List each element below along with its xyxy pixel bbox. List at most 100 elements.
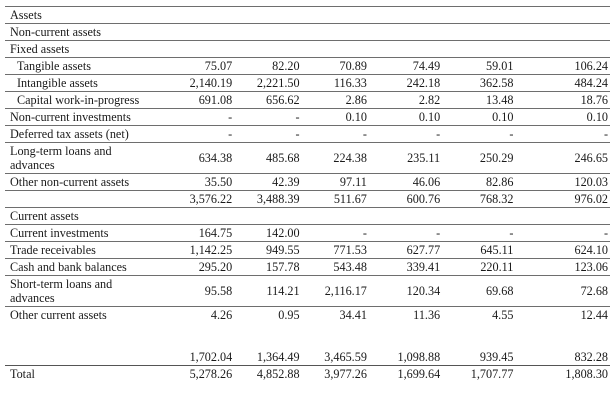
cell: 832.28 [574,350,608,364]
cell: 543.48 [301,258,369,276]
cell: 4.55 [442,306,516,323]
cell: 59.01 [442,57,516,75]
cell: 120.34 [368,275,443,307]
cell: 600.76 [368,190,443,208]
row-short-term-loans: Short-term loans and advances 95.58 114.… [5,275,610,307]
cell: 116.33 [301,74,369,92]
cell: 295.20 [160,258,235,276]
cell: 1,702.04 [189,350,233,364]
cell: 82.20 [234,57,302,75]
row-tangible-assets: Tangible assets 75.07 82.20 70.89 74.49 … [5,57,610,75]
cell: - [442,224,516,242]
row-label: Total [5,365,161,382]
cell: 224.38 [301,142,369,174]
cell: 34.41 [301,306,369,323]
cell: 2.86 [301,91,369,109]
cell: 949.55 [234,241,302,259]
cell [234,23,302,41]
cell: 656.62 [234,91,302,109]
cell [442,207,516,225]
cell [515,23,610,41]
cell: 1,142.25 [160,241,235,259]
cell: 220.11 [442,258,516,276]
row-label: Assets [5,6,161,24]
cell: 70.89 [301,57,369,75]
cell: 13.48 [442,91,516,109]
cell: 976.02 [515,190,610,208]
row-label [5,190,161,208]
row-label: Tangible assets [5,57,161,75]
cell: 4,852.88 [234,365,302,382]
cell: 42.39 [234,173,302,191]
cell: 95.58 [160,275,235,307]
row-label: Other non-current assets [5,173,161,191]
cell: 2.82 [368,91,443,109]
cell [301,23,369,41]
cell: 18.76 [515,91,610,109]
row-label: Short-term loans and advances [5,275,161,307]
row-label: Long-term loans and advances [5,142,161,174]
cell: 484.24 [515,74,610,92]
cell: 1,098.88 [397,350,441,364]
cell [368,207,443,225]
row-intangible-assets: Intangible assets 2,140.19 2,221.50 116.… [5,74,610,92]
cell [442,40,516,58]
cell: - [515,224,610,242]
cell [515,207,610,225]
cell: 142.00 [234,224,302,242]
cell: 69.68 [442,275,516,307]
row-label: Deferred tax assets (net) [5,125,161,143]
cell [515,40,610,58]
cell: 2,221.50 [234,74,302,92]
cell: 12.44 [515,306,610,323]
cell: 157.78 [234,258,302,276]
cell [160,207,235,225]
cell: 250.29 [442,142,516,174]
cell: 0.95 [234,306,302,323]
cell: 1,364.49 [256,350,300,364]
cell: 123.06 [515,258,610,276]
cell: - [301,224,369,242]
row-label: Other current assets [5,306,161,323]
cell: 164.75 [160,224,235,242]
cell [234,40,302,58]
cell: 246.65 [515,142,610,174]
cell [368,40,443,58]
row-label: Current assets [5,207,161,225]
assets-table: Assets Non-current assets Fixed assets [5,6,610,382]
cell: 0.10 [368,108,443,126]
row-label: Non-current assets [5,23,161,41]
row-cash-and-bank: Cash and bank balances 295.20 157.78 543… [5,258,610,276]
row-non-current-subtotal: 3,576.22 3,488.39 511.67 600.76 768.32 9… [5,190,610,208]
cell: - [160,108,235,126]
cell: 46.06 [368,173,443,191]
cell: - [442,125,516,143]
cell: 1,699.64 [368,365,443,382]
cell: 2,116.17 [301,275,369,307]
cell: 114.21 [234,275,302,307]
cell: 2,140.19 [160,74,235,92]
cell: - [515,125,610,143]
row-other-current-assets: Other current assets 4.26 0.95 34.41 11.… [5,306,610,323]
cell: 235.11 [368,142,443,174]
row-label: Intangible assets [5,74,161,92]
row-other-non-current-assets: Other non-current assets 35.50 42.39 97.… [5,173,610,191]
cell [368,23,443,41]
row-label: Non-current investments [5,108,161,126]
cell: 939.45 [479,350,514,364]
cell: - [234,108,302,126]
cell [515,6,610,24]
row-fixed-assets: Fixed assets [5,40,610,58]
row-label: Cash and bank balances [5,258,161,276]
cell: 511.67 [301,190,369,208]
cell: - [234,125,302,143]
row-label: Fixed assets [5,40,161,58]
cell: - [368,125,443,143]
cell: 691.08 [160,91,235,109]
row-assets: Assets [5,6,610,24]
cell [442,6,516,24]
row-capital-wip: Capital work-in-progress 691.08 656.62 2… [5,91,610,109]
cell: - [368,224,443,242]
cell: 75.07 [160,57,235,75]
cell: 0.10 [515,108,610,126]
